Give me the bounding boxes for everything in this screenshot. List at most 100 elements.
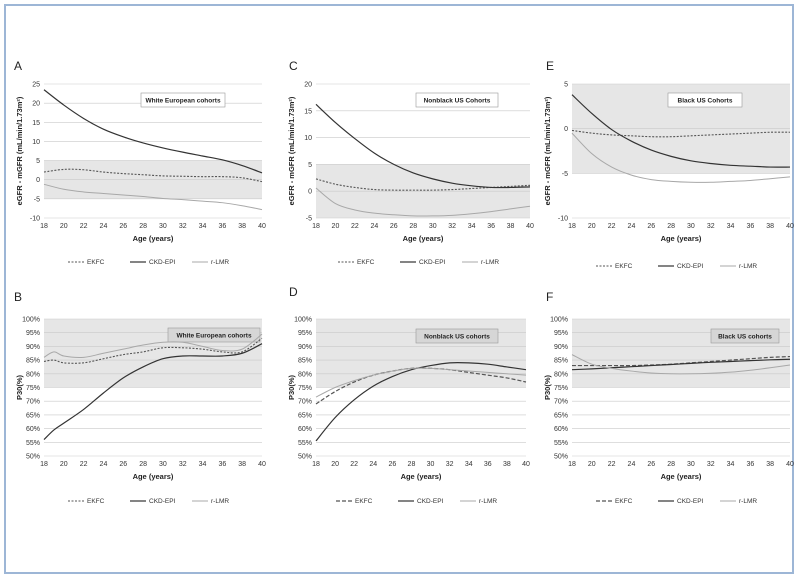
- y-tick-label: 5: [36, 158, 40, 165]
- legend-label: CKD-EPI: [677, 263, 704, 270]
- x-tick-label: 18: [40, 223, 48, 230]
- panel-e: -10 -5 0 5 18 20 22 24 26 28 30 32 34 36 38 40 Age (year…: [543, 59, 794, 270]
- panel-letter: E: [546, 59, 554, 73]
- legend-label: CKD-EPI: [149, 259, 176, 266]
- x-tick-label: 24: [100, 223, 108, 230]
- x-tick-label: 22: [608, 223, 616, 230]
- figure-frame: -10 -5 0 5 10 15 20 25 18 20 22 24 26 28 30 32 34 36 38 40 A…: [4, 4, 794, 574]
- x-tick-label: 26: [647, 461, 655, 468]
- y-tick-label: -5: [34, 196, 40, 203]
- x-tick-label: 24: [370, 223, 378, 230]
- x-tick-label: 26: [119, 223, 127, 230]
- legend-label: r-LMR: [739, 498, 757, 505]
- series-line-r-lmr: [43, 333, 263, 358]
- x-tick-label: 22: [608, 461, 616, 468]
- y-tick-label: 50%: [298, 454, 312, 461]
- x-tick-label: 32: [448, 223, 456, 230]
- x-tick-label: 28: [139, 223, 147, 230]
- cohort-label-box: [667, 92, 743, 108]
- y-tick-label: 95%: [554, 330, 568, 337]
- x-tick-label: 26: [390, 223, 398, 230]
- y-tick-label: 60%: [26, 426, 40, 433]
- panel-letter: A: [14, 59, 22, 73]
- y-tick-label: 55%: [298, 440, 312, 447]
- x-tick-label: 34: [199, 461, 207, 468]
- y-tick-label: 5: [308, 162, 312, 169]
- legend-label: CKD-EPI: [149, 498, 176, 505]
- panel-letter: D: [289, 285, 298, 299]
- x-tick-label: 18: [568, 223, 576, 230]
- x-tick-label: 38: [507, 223, 515, 230]
- series-line-ekfc: [571, 129, 791, 138]
- legend-label: CKD-EPI: [419, 259, 446, 266]
- x-tick-label: 20: [60, 223, 68, 230]
- panel-d: 50% 55% 60% 65% 70% 75% 80% 85% 90% 95% 100% 18 20 22…: [287, 285, 530, 505]
- x-tick-label: 28: [408, 461, 416, 468]
- legend-label: r-LMR: [481, 259, 499, 266]
- x-tick-label: 40: [522, 461, 530, 468]
- x-tick-label: 18: [568, 461, 576, 468]
- multi-panel-chart: -10 -5 0 5 10 15 20 25 18 20 22 24 26 28 30 32 34 36 38 40 A…: [14, 59, 794, 505]
- panel-letter: B: [14, 290, 22, 304]
- series-line-ckd-epi: [571, 94, 791, 168]
- cohort-label: Nonblack US cohorts: [424, 333, 490, 340]
- y-axis-label: P30(%): [543, 374, 552, 400]
- panel-b: 50% 55% 60% 65% 70% 75% 80% 85% 90% 95% 100% 18 20 22…: [14, 290, 266, 505]
- y-tick-label: 15: [32, 120, 40, 127]
- x-tick-label: 38: [766, 461, 774, 468]
- y-tick-label: -10: [558, 216, 568, 223]
- y-tick-label: 60%: [554, 426, 568, 433]
- x-tick-label: 32: [707, 223, 715, 230]
- y-tick-label: 15: [304, 108, 312, 115]
- x-axis-label: Age (years): [133, 472, 174, 481]
- legend-label: EKFC: [615, 263, 633, 270]
- x-tick-label: 20: [588, 223, 596, 230]
- legend-label: CKD-EPI: [677, 498, 704, 505]
- x-axis-label: Age (years): [403, 234, 444, 243]
- x-tick-label: 30: [427, 461, 435, 468]
- x-tick-label: 20: [332, 223, 340, 230]
- legend-label: EKFC: [357, 259, 375, 266]
- x-tick-label: 34: [727, 223, 735, 230]
- cohort-label: Nonblack US Cohorts: [424, 97, 491, 104]
- series-line-ckd-epi: [43, 343, 263, 440]
- x-tick-label: 30: [159, 223, 167, 230]
- x-tick-label: 22: [80, 223, 88, 230]
- y-tick-label: 100%: [294, 317, 312, 324]
- x-tick-label: 38: [238, 223, 246, 230]
- panel-letter: C: [289, 59, 298, 73]
- x-tick-label: 34: [468, 223, 476, 230]
- panel-a: -10 -5 0 5 10 15 20 25 18 20 22 24 26 28 30 32 34 36 38 40 A…: [14, 59, 266, 266]
- panel-c: -5 0 5 10 15 20 18 20 22 24 26 28 30 32 34 36 38 40 Age (y…: [287, 59, 534, 266]
- x-tick-label: 22: [80, 461, 88, 468]
- series-line-r-lmr: [571, 354, 791, 375]
- series-line-r-lmr: [43, 183, 263, 211]
- y-tick-label: 100%: [550, 317, 568, 324]
- legend-label: r-LMR: [211, 498, 229, 505]
- y-tick-label: 10: [304, 135, 312, 142]
- y-tick-label: 100%: [22, 317, 40, 324]
- y-tick-label: 50%: [554, 454, 568, 461]
- x-axis-label: Age (years): [401, 472, 442, 481]
- x-tick-label: 24: [628, 223, 636, 230]
- x-tick-label: 18: [312, 223, 320, 230]
- y-axis-label: eGFR - mGFR (mL/min/1.73m²): [15, 96, 24, 205]
- y-tick-label: 55%: [26, 440, 40, 447]
- y-tick-label: -5: [562, 171, 568, 178]
- y-tick-label: 70%: [26, 399, 40, 406]
- x-tick-label: 36: [218, 461, 226, 468]
- x-tick-label: 40: [526, 223, 534, 230]
- x-tick-label: 32: [446, 461, 454, 468]
- cohort-label-box: [415, 328, 499, 344]
- x-tick-label: 36: [487, 223, 495, 230]
- y-tick-label: 0: [36, 177, 40, 184]
- y-axis-label: eGFR - mGFR (mL/min/1.73m²): [543, 96, 552, 205]
- x-tick-label: 36: [218, 223, 226, 230]
- x-tick-label: 40: [258, 461, 266, 468]
- y-tick-label: -5: [306, 216, 312, 223]
- x-tick-label: 30: [429, 223, 437, 230]
- legend-label: EKFC: [87, 259, 105, 266]
- y-tick-label: 10: [32, 139, 40, 146]
- y-tick-label: 95%: [26, 330, 40, 337]
- series-line-ekfc: [315, 367, 527, 405]
